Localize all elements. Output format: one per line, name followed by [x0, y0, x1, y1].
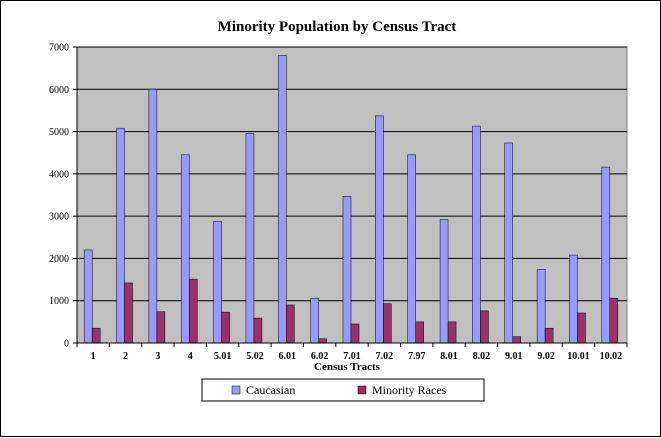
- x-axis-ticks: 1 2 3 4 5.01 5.02 6.01 6.02 7.01 7.02 7.97 8.01 8.02…: [76, 343, 628, 362]
- x-tick-label: 9.01: [505, 351, 523, 362]
- legend-label-caucasian: Caucasian: [246, 383, 295, 397]
- bar-minority-races: [512, 336, 522, 344]
- bar-minority-races: [577, 312, 586, 344]
- x-tick-label: 3: [155, 351, 160, 362]
- x-tick-label: 7.97: [408, 351, 426, 362]
- x-tick-label: 6.01: [279, 351, 297, 362]
- x-tick-label: 7.02: [376, 351, 394, 362]
- bar-caucasian: [310, 297, 319, 344]
- bar-caucasian: [472, 125, 481, 344]
- bar-caucasian: [504, 142, 514, 344]
- bar-minority-races: [415, 321, 424, 344]
- x-tick-label: 7.01: [343, 351, 361, 362]
- y-tick-label: 2000: [49, 254, 69, 265]
- bar-minority-races: [544, 327, 554, 344]
- bar-caucasian: [342, 196, 352, 344]
- x-tick-label: 1: [91, 351, 96, 362]
- bar-minority-races: [609, 297, 619, 344]
- bar-caucasian: [116, 127, 125, 344]
- bar-caucasian: [278, 55, 287, 344]
- x-axis-title: Census Tracts: [314, 361, 381, 373]
- legend: Caucasian Minority Races: [201, 378, 485, 402]
- y-tick-label: 7000: [49, 43, 69, 54]
- bar-minority-races: [221, 311, 230, 344]
- plot-area: [76, 46, 628, 344]
- bar-caucasian: [536, 269, 546, 344]
- legend-box: [201, 378, 485, 402]
- bar-minority-races: [91, 327, 101, 344]
- bar-caucasian: [245, 133, 255, 344]
- bar-minority-races: [124, 282, 133, 344]
- y-tick-label: 3000: [49, 212, 69, 223]
- y-axis-ticks: 0 1000 2000 3000 4000 5000 6000 7000: [49, 43, 77, 350]
- x-tick-label: 6.02: [311, 351, 329, 362]
- bar-caucasian: [213, 220, 222, 344]
- bar-caucasian: [601, 166, 611, 344]
- bar-minority-races: [253, 317, 263, 344]
- y-tick-label: 5000: [49, 127, 69, 138]
- legend-label-minority-races: Minority Races: [372, 383, 447, 397]
- y-tick-label: 6000: [49, 85, 69, 96]
- gridlines: [77, 46, 627, 302]
- bar-caucasian: [83, 249, 93, 344]
- chart-title: Minority Population by Census Tract: [218, 19, 457, 35]
- bar-caucasian: [148, 89, 158, 344]
- bar-minority-races: [318, 338, 327, 344]
- legend-swatch-minority-races: [357, 385, 367, 395]
- bar-minority-races: [156, 311, 166, 344]
- bar-caucasian: [439, 219, 449, 344]
- bar-caucasian: [569, 254, 578, 344]
- bar-minority-races: [286, 304, 295, 344]
- x-tick-label: 5.01: [214, 351, 232, 362]
- x-tick-label: 8.02: [473, 351, 491, 362]
- legend-swatch-caucasian: [231, 385, 241, 395]
- bar-minority-races: [188, 278, 198, 344]
- bar-minority-races: [447, 321, 457, 344]
- x-tick-label: 10.01: [567, 351, 590, 362]
- bar-minority-races: [350, 323, 360, 344]
- bar-minority-races: [383, 303, 392, 344]
- x-tick-label: 5.02: [246, 351, 264, 362]
- bar-caucasian: [180, 154, 190, 344]
- x-tick-label: 10.02: [600, 351, 623, 362]
- x-tick-label: 9.02: [537, 351, 555, 362]
- y-tick-label: 0: [64, 339, 69, 350]
- y-tick-label: 1000: [49, 296, 69, 307]
- x-tick-label: 4: [188, 351, 193, 362]
- x-tick-label: 8.01: [440, 351, 458, 362]
- bar-minority-races: [480, 310, 489, 344]
- x-tick-label: 2: [123, 351, 128, 362]
- bar-caucasian: [407, 154, 416, 344]
- y-tick-label: 4000: [49, 169, 69, 180]
- bar-caucasian: [375, 115, 384, 344]
